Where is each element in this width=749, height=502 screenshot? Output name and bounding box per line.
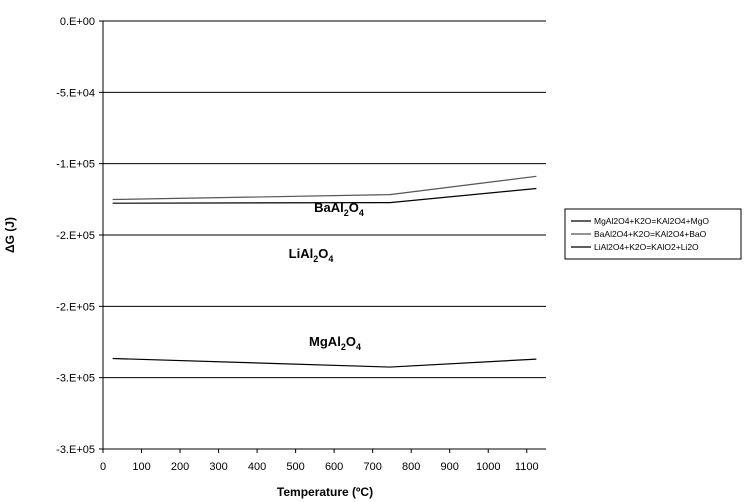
series-label-mgal: MgAl2O4 — [309, 334, 361, 352]
y-tick-label: -1.E+05 — [56, 159, 95, 171]
x-tick-label: 100 — [132, 461, 150, 473]
legend: MgAl2O4+K2O=KAl2O4+MgO BaAl2O4+K2O=KAl2O4… — [564, 208, 742, 260]
legend-entry: BaAl2O4+K2O=KAl2O4+BaO — [594, 229, 707, 239]
x-tick-label: 400 — [248, 461, 266, 473]
x-tick-label: 300 — [209, 461, 227, 473]
x-tick-label: 900 — [441, 461, 459, 473]
series-labels: MgAl2O4 BaAl2O4 LiAl2O4 — [289, 200, 364, 352]
y-tick-labels: 0.E+00 -5.E+04 -1.E+05 -2.E+05 -2.E+05 -3.E+0… — [56, 16, 95, 456]
grid-lines — [99, 20, 546, 453]
x-tick-label: 1100 — [515, 461, 539, 473]
y-tick-label: 0.E+00 — [60, 16, 95, 28]
x-tick-label: 500 — [286, 461, 304, 473]
series-line-lial — [112, 187, 537, 204]
series-label-lial: LiAl2O4 — [289, 246, 334, 264]
series-line-baal — [112, 175, 537, 201]
x-tick-label: 600 — [325, 461, 343, 473]
x-tick-label: 200 — [171, 461, 189, 473]
x-tick-label: 800 — [402, 461, 420, 473]
y-tick-label: -2.E+05 — [56, 301, 95, 313]
series-lines — [112, 175, 537, 368]
series-label-baal: BaAl2O4 — [314, 200, 364, 218]
legend-entry: LiAl2O4+K2O=KAlO2+Li2O — [594, 242, 699, 252]
y-tick-label: -3.E+05 — [56, 373, 95, 385]
x-tick-label: 1000 — [476, 461, 500, 473]
x-tick-label: 0 — [100, 461, 106, 473]
legend-box — [564, 208, 742, 260]
x-tick-labels: 0 100 200 300 400 500 600 700 800 900 1000 1100 — [100, 461, 539, 473]
y-tick-label: -5.E+04 — [56, 87, 95, 99]
y-tick-label: -2.E+05 — [56, 230, 95, 242]
y-tick-label: -3.E+05 — [56, 444, 95, 456]
y-axis-title: ΔG (J) — [3, 217, 17, 253]
x-axis-title: Temperature (ºC) — [277, 485, 373, 499]
x-tick-label: 700 — [363, 461, 381, 473]
legend-entry: MgAl2O4+K2O=KAl2O4+MgO — [594, 216, 709, 226]
series-line-mgal — [112, 357, 537, 368]
